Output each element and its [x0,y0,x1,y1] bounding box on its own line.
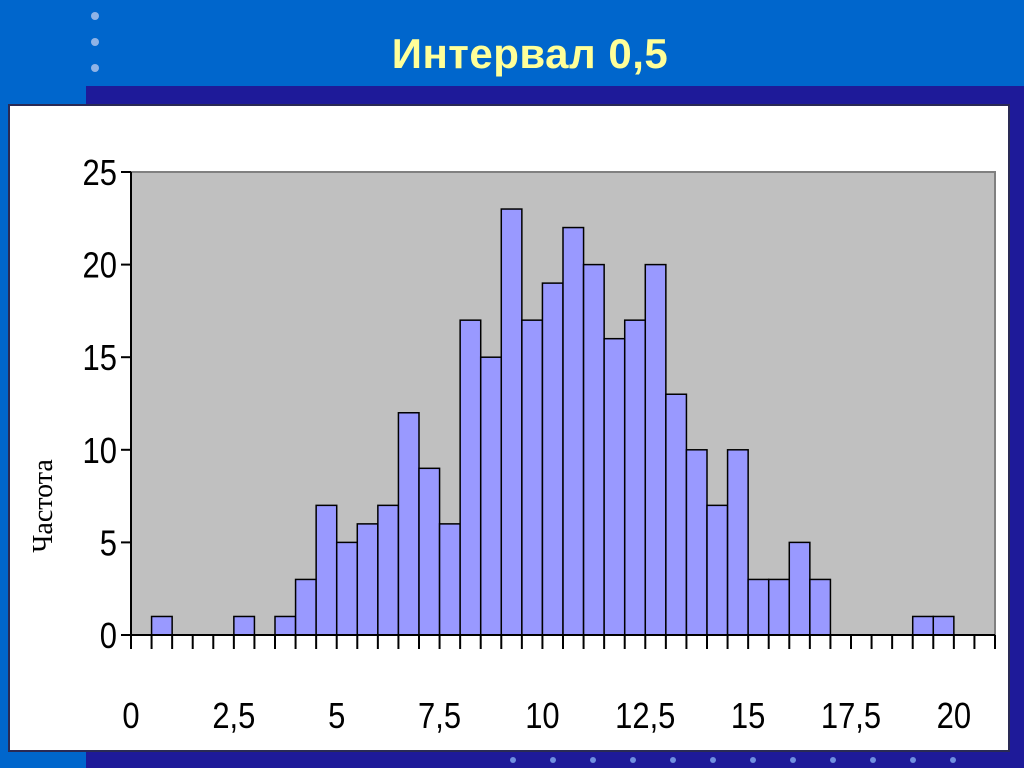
x-tick-label: 0 [122,697,139,737]
histogram-bar [233,615,256,636]
histogram-bar [726,449,749,636]
bars-group [150,208,955,636]
histogram-bar [315,504,338,636]
histogram-bar [274,615,297,636]
x-tick-label: 15 [731,697,765,737]
histogram-bar [521,319,544,636]
x-tick-label: 7,5 [418,697,461,737]
y-tick-label: 15 [83,339,117,379]
x-tick-label: 2,5 [212,697,255,737]
x-tick-label: 17,5 [821,697,881,737]
histogram-bar [500,208,523,636]
histogram-bar [623,319,647,636]
decorative-dots-left [88,12,102,82]
chart-card: 0 5 10 15 20 25 0 2,5 5 7,5 10 12,5 15 17,5 20 Частота [8,104,1010,752]
histogram-bar [418,467,441,636]
histogram-bar [541,282,564,636]
histogram-bar [356,523,379,636]
y-tick-label: 5 [100,524,117,564]
histogram-bar [767,578,791,636]
histogram-bar [479,356,503,636]
histogram-chart: 0 5 10 15 20 25 0 2,5 5 7,5 10 12,5 15 17,5 20 Частота [28,154,996,737]
histogram-bar [809,578,832,636]
decorative-dots-bottom [480,752,980,766]
histogram-bar [150,615,173,636]
histogram-bar [335,541,359,636]
histogram-bar [294,578,317,636]
y-tick-label: 0 [100,617,117,657]
y-tick-label: 10 [83,432,117,472]
histogram-bar [603,337,626,636]
histogram-bar [644,263,667,636]
histogram-bar [397,412,420,636]
slide-title: Интервал 0,5 [391,30,669,77]
x-tick-label: 5 [328,697,345,737]
histogram-bar [932,615,955,636]
y-tick-label: 25 [83,154,117,194]
histogram-bar [788,541,811,636]
histogram-bar [747,578,770,636]
x-tick-label: 12,5 [615,697,675,737]
histogram-bar [459,319,482,636]
histogram-bar [665,393,688,636]
y-tick-label: 20 [83,247,117,287]
histogram-bar [911,615,935,636]
y-axis-label: Частота [28,459,59,553]
histogram-bar [706,504,729,636]
axes-group: 0 5 10 15 20 25 0 2,5 5 7,5 10 12,5 15 17,5 20 [83,154,996,737]
histogram-bar [562,226,585,636]
histogram-bar [685,449,708,636]
histogram-bar [377,504,400,636]
histogram-bar [582,263,605,636]
histogram-bar [438,523,461,636]
x-tick-label: 20 [937,697,971,737]
x-tick-label: 10 [525,697,559,737]
